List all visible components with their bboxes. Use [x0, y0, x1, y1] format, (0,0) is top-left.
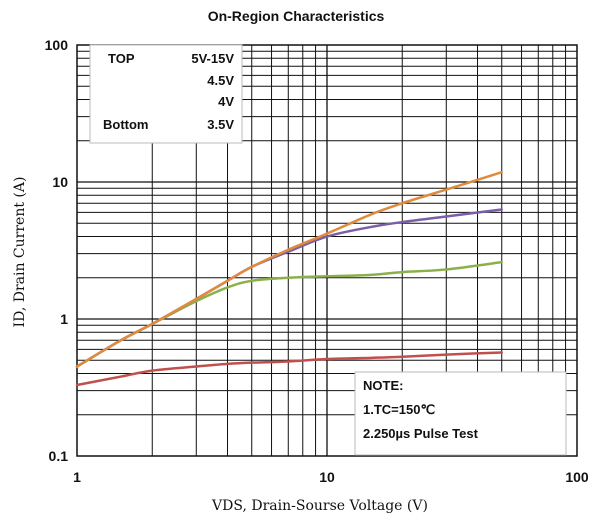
note-box: NOTE: 1.TC=150℃ 2.250µs Pulse Test	[354, 371, 567, 456]
note-line: 2.250µs Pulse Test	[363, 426, 479, 441]
legend-value: 3.5V	[207, 117, 234, 132]
chart-title: On-Region Characteristics	[208, 8, 385, 24]
y-tick-label: 10	[52, 174, 68, 190]
y-tick-label: 1	[60, 311, 68, 327]
legend-box: TOP 5V-15V 4.5V 4V Bottom 3.5V	[89, 44, 243, 144]
legend-label-bottom: Bottom	[103, 117, 149, 132]
note-line: 1.TC=150℃	[363, 402, 435, 417]
series-layer	[75, 170, 503, 387]
x-tick-label: 10	[319, 469, 335, 485]
x-tick-label: 100	[565, 469, 589, 485]
note-line: NOTE:	[363, 378, 403, 393]
y-tick-label: 100	[45, 37, 69, 53]
plot-frame	[76, 44, 578, 457]
series-line-0	[75, 170, 503, 368]
legend-value: 5V-15V	[191, 51, 234, 66]
x-axis-label: VDS, Drain-Sourse Voltage (V)	[211, 498, 428, 514]
series-line-3	[75, 351, 503, 387]
legend-value: 4.5V	[207, 73, 234, 88]
series-line-1	[75, 208, 503, 368]
legend-value: 4V	[218, 94, 234, 109]
tick-labels: 1 10 100 0.1 1 10 100	[45, 37, 589, 485]
legend-label-top: TOP	[108, 51, 135, 66]
y-axis-label: ID, Drain Current (A)	[12, 177, 28, 328]
x-tick-label: 1	[73, 469, 81, 485]
y-tick-label: 0.1	[49, 448, 69, 464]
